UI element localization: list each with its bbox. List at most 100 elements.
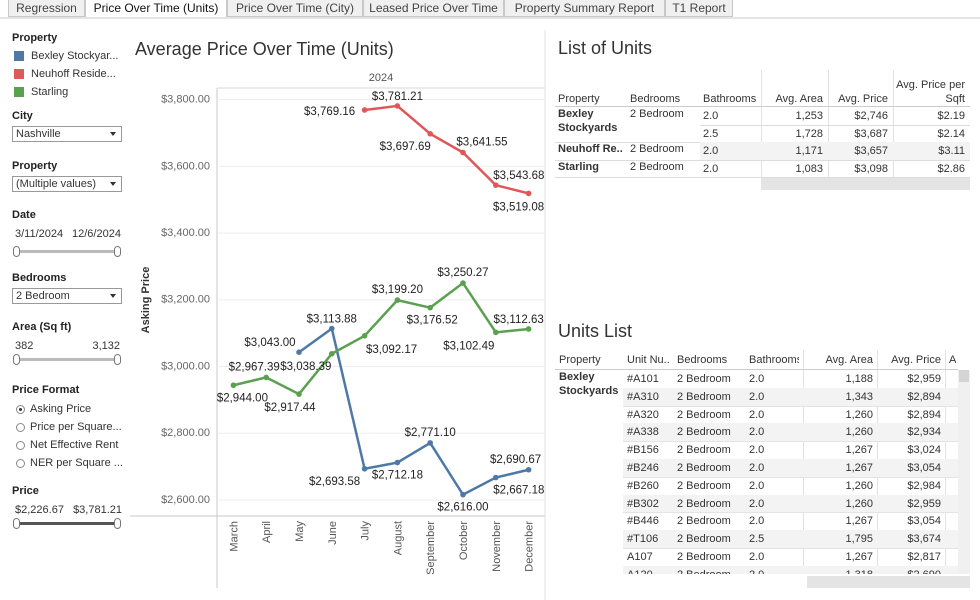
radio-label[interactable]: NER per Square ... (30, 457, 123, 469)
slider-handle[interactable] (13, 246, 20, 257)
series-line (233, 281, 529, 396)
column-header: Bedrooms (677, 354, 728, 366)
dropdown[interactable]: 2 Bedroom (12, 288, 122, 304)
cell: $2,959 (907, 497, 941, 510)
radio[interactable] (16, 405, 25, 414)
tab[interactable]: Price Over Time (City) (227, 0, 363, 17)
cell: #A338 (627, 426, 659, 439)
column-header: A (949, 354, 956, 366)
cell: 2.0 (749, 497, 765, 510)
cell: 2 Bedroom (677, 551, 731, 563)
cell: #B246 (627, 462, 659, 474)
radio-label[interactable]: Net Effective Rent (30, 439, 119, 451)
slider-handle[interactable] (13, 354, 20, 365)
slider-handle[interactable] (114, 518, 121, 529)
header-rule (555, 106, 970, 107)
slider-track (16, 250, 118, 253)
legend-label: Bexley Stockyar... (31, 50, 119, 62)
data-point (394, 103, 401, 109)
cell: 2 Bedroom (630, 143, 684, 155)
radio[interactable] (16, 423, 25, 432)
radio-label[interactable]: Asking Price (30, 403, 92, 415)
slider-handle[interactable] (114, 246, 121, 257)
row-rule (623, 441, 958, 443)
cell: $3,657 (854, 145, 888, 157)
dropdown[interactable]: Nashville (12, 126, 122, 142)
radio[interactable] (16, 441, 25, 450)
cell: 2 Bedroom (677, 497, 731, 510)
data-label: $2,690.67 (490, 454, 541, 466)
data-point (394, 297, 401, 303)
tab[interactable]: Price Over Time (Units) (85, 0, 227, 17)
row-rule (555, 177, 970, 178)
x-tick-label: September (425, 521, 437, 575)
data-label: $3,112.63 (493, 314, 543, 326)
cell: $2,817 (907, 551, 941, 563)
dropdown[interactable]: (Multiple values) (12, 176, 122, 192)
data-label: $3,250.27 (437, 267, 488, 279)
cell: $3,098 (854, 162, 888, 175)
cell: $2,934 (907, 426, 941, 439)
filter-label: Property (12, 160, 58, 172)
x-tick-label: June (327, 521, 339, 545)
tab[interactable]: Property Summary Report (504, 0, 665, 17)
row-band (623, 459, 958, 477)
cell: 1,260 (845, 408, 873, 421)
cell: 2 Bedroom (677, 444, 731, 457)
data-label: $3,199.20 (372, 284, 423, 296)
cell: $2,959 (907, 373, 941, 385)
row-band (623, 530, 958, 548)
x-tick-label: December (524, 521, 536, 572)
radio-label[interactable]: Price per Square... (30, 421, 122, 433)
data-point (361, 107, 368, 113)
slider-handle[interactable] (13, 518, 20, 529)
cell: $3.11 (938, 145, 965, 157)
cell: 2.0 (749, 426, 765, 439)
cell: 2.0 (749, 408, 765, 421)
cell: $3,054 (907, 515, 941, 528)
cell: 2 Bedroom (677, 390, 731, 403)
cell: #B302 (627, 497, 659, 510)
slider-handle[interactable] (114, 354, 121, 365)
cell: 2 Bedroom (677, 426, 731, 439)
table-title: List of Units (558, 38, 653, 58)
data-label: $3,102.49 (443, 340, 494, 352)
row-rule (700, 124, 970, 126)
cell: #B260 (627, 479, 659, 492)
row-rule (623, 476, 958, 478)
cell: $2,746 (854, 110, 888, 122)
cell: 2 Bedroom (677, 533, 731, 546)
cell: A120 (627, 568, 669, 574)
tab[interactable]: Regression (8, 0, 85, 17)
cell: 2.0 (749, 373, 765, 385)
tab[interactable]: Leased Price Over Time (363, 0, 504, 17)
cell: 1,267 (845, 551, 873, 563)
cell: 1,260 (845, 497, 873, 510)
cell: 1,260 (845, 479, 873, 492)
cell: $2.19 (937, 110, 965, 122)
cell: 2 Bedroom (677, 515, 731, 528)
legend-label: Neuhoff Reside... (31, 68, 116, 80)
tab[interactable]: T1 Report (665, 0, 733, 17)
data-label: $2,944.00 (217, 392, 268, 404)
filter-label: Price Format (12, 384, 80, 396)
column-header: Bathrooms (703, 93, 756, 105)
column-header: Bedrooms (630, 93, 681, 105)
data-point (525, 466, 532, 473)
data-point (329, 350, 335, 357)
data-point (329, 325, 335, 332)
row-band (623, 565, 958, 574)
data-label: $3,697.69 (380, 141, 431, 153)
cell: 2 Bedroom (677, 408, 731, 421)
cell: $2.14 (937, 127, 965, 140)
legend-title: Property (12, 32, 58, 44)
radio[interactable] (16, 459, 25, 468)
data-point (296, 391, 302, 397)
column-header: Unit Nu.. (627, 354, 669, 366)
cell: 2 Bedroom (630, 108, 684, 120)
cell: 1,267 (845, 444, 873, 457)
filter-label: Bedrooms (12, 272, 67, 284)
cell: 2.0 (749, 515, 765, 528)
